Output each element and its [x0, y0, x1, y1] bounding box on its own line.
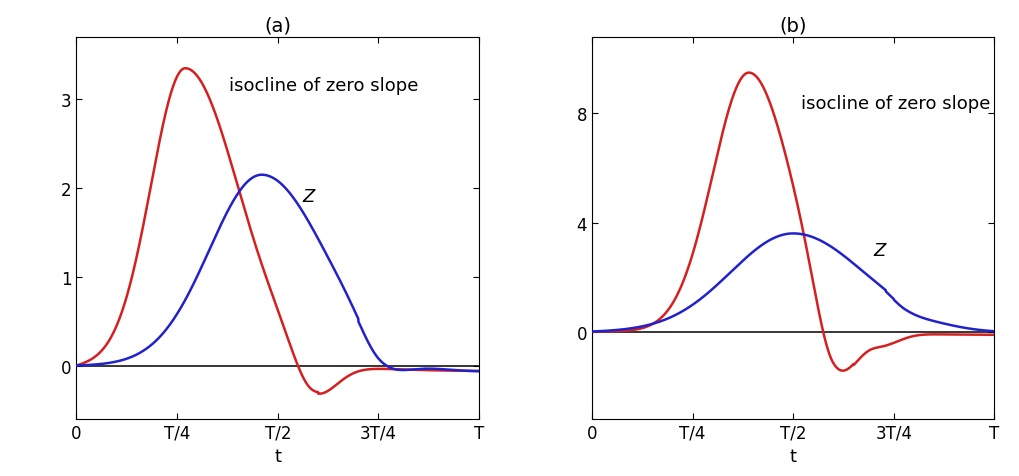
Text: isocline of zero slope: isocline of zero slope [229, 77, 419, 95]
Title: (a): (a) [264, 16, 291, 35]
Text: Z: Z [873, 242, 886, 260]
X-axis label: t: t [274, 447, 281, 465]
Text: Z: Z [302, 188, 314, 206]
X-axis label: t: t [789, 447, 796, 465]
Title: (b): (b) [779, 16, 806, 35]
Text: isocline of zero slope: isocline of zero slope [801, 95, 989, 113]
